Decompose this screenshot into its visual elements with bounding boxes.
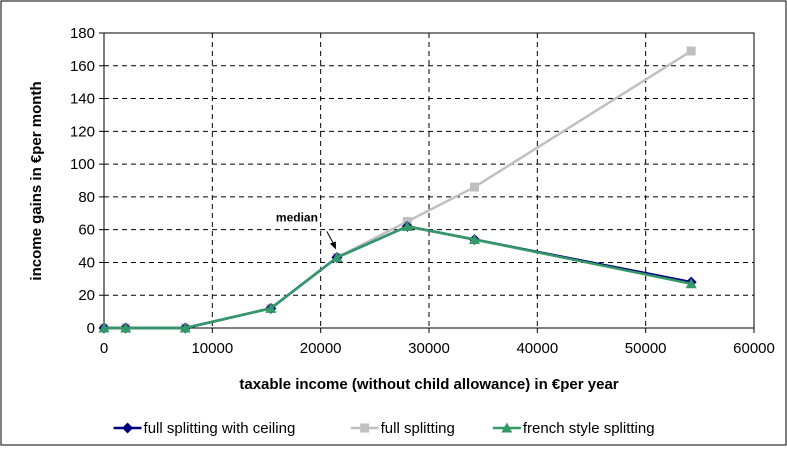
- data-point: [265, 302, 277, 313]
- series-line: [104, 225, 692, 330]
- y-tick-label: 140: [70, 91, 95, 108]
- data-point: [120, 322, 132, 333]
- y-tick-label: 0: [87, 320, 95, 337]
- x-tick-label: 20000: [300, 340, 342, 357]
- data-point: [470, 182, 479, 192]
- data-point: [98, 322, 110, 333]
- data-point: [401, 220, 413, 231]
- data-point: [469, 234, 480, 244]
- y-tick-label: 100: [70, 156, 95, 173]
- x-tick-label: 50000: [625, 340, 667, 357]
- x-tick-label: 40000: [516, 340, 558, 357]
- legend-label: full splitting with ceiling: [144, 420, 296, 437]
- series-french-style-splitting: [98, 220, 697, 333]
- x-tick-label: 0: [100, 340, 108, 357]
- y-tick-label: 80: [78, 189, 95, 206]
- x-tick-label: 30000: [408, 340, 450, 357]
- legend: full splitting with ceiling full splittin…: [113, 420, 655, 437]
- axes: 0 20 40 60 80 100 120 140 160 180 0 10000 20000 30000…: [70, 25, 775, 357]
- y-tick-label: 180: [70, 25, 95, 42]
- data-point: [685, 278, 697, 289]
- y-tick-label: 60: [78, 222, 95, 239]
- legend-label: french style splitting: [523, 420, 655, 437]
- legend-marker: [360, 423, 370, 433]
- legend-item-full-splitting-with-ceiling: full splitting with ceiling: [113, 420, 296, 437]
- legend-marker: [501, 422, 513, 433]
- legend-label: full splitting: [381, 420, 455, 437]
- y-tick-label: 160: [70, 58, 95, 75]
- y-tick-label: 120: [70, 123, 95, 140]
- data-point: [686, 46, 696, 56]
- y-tick-label: 20: [78, 287, 95, 304]
- legend-item-french-style-splitting: french style splitting: [492, 420, 655, 437]
- y-tick-label: 40: [78, 254, 95, 271]
- y-axis-title: income gains in €per month: [28, 81, 45, 280]
- legend-item-full-splitting: full splitting: [350, 420, 455, 437]
- annotation-label: median: [276, 211, 318, 225]
- annotations: median: [276, 211, 336, 250]
- annotation-arrow-head: [329, 241, 336, 250]
- legend-marker: [122, 422, 134, 434]
- x-tick-label: 60000: [733, 340, 775, 357]
- data-point: [331, 252, 343, 263]
- data-point: [179, 322, 191, 333]
- x-tick-label: 10000: [191, 340, 233, 357]
- series: [98, 46, 697, 334]
- x-axis-title: taxable income (without child allowance)…: [239, 376, 618, 393]
